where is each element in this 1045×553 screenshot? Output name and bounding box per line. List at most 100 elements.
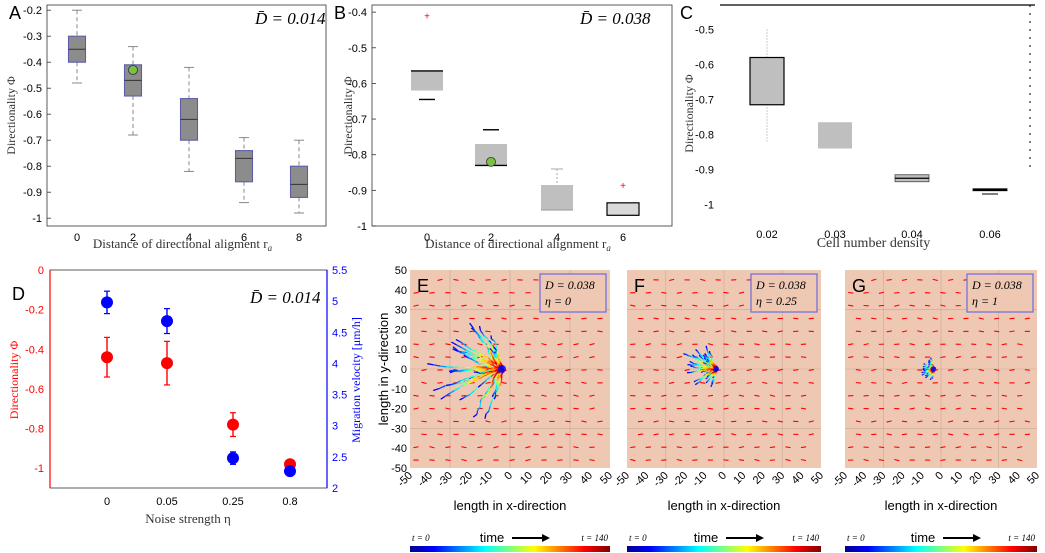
trajectory-segment [490,348,494,353]
fiber-dash [653,433,659,436]
cluster-center [498,365,506,373]
fiber-dash [723,304,729,307]
fiber-dash [886,381,892,384]
trajectory-segment [486,338,489,342]
trajectory-segment [709,377,712,379]
fiber-dash [994,433,1000,436]
fiber-dash [517,381,523,384]
x-axis-label: Cell number density [817,236,931,251]
fiber-dash [661,291,667,294]
trajectory-segment [711,371,715,374]
legend-diffusion: D = 0.038 [544,278,595,292]
fiber-dash [863,291,869,294]
trajectory-segment [704,356,706,359]
trajectory-segment [477,384,482,388]
trajectory-segment [698,367,702,369]
fiber-dash [762,317,768,320]
fiber-dash [661,394,667,397]
trajectory-segment [482,360,488,363]
fiber-dash [573,446,579,449]
trajectory-segment [703,367,707,370]
trajectory-segment [483,366,490,369]
fiber-dash [676,291,683,294]
fiber-dash [986,407,992,410]
trajectory-segment [711,379,714,382]
trajectory-segment [448,369,453,372]
fiber-dash [924,343,931,346]
fiber-dash [754,394,760,397]
trajectory-segment [485,377,490,381]
fiber-dash [886,317,892,320]
trajectory-segment [709,369,712,373]
trajectory-segment [495,374,499,378]
fiber-dash [963,368,969,372]
fiber-dash [525,458,531,462]
y-right-tick-label: 4 [332,358,338,370]
trajectory-segment [700,354,704,358]
fiber-dash [445,446,451,449]
trajectory-segment [707,365,710,368]
trajectory-segment [929,360,932,363]
trajectory-segment [926,370,929,373]
x-tick-label: 6 [620,232,626,244]
fiber-dash [509,356,515,359]
trajectory-segment [495,358,499,362]
fiber-dash [517,330,523,333]
trajectory-segment [497,360,500,364]
fiber-dash [469,433,475,436]
box-body [818,122,852,149]
x-tick-label: 0 [104,496,110,508]
trajectory-segment [707,370,710,373]
trajectory-segment [433,364,441,367]
fiber-dash [871,278,877,282]
trajectory-segment [455,338,461,343]
fiber-dash [955,446,961,449]
trajectory-segment [696,363,700,366]
trajectory-segment [487,365,492,369]
fiber-dash [970,394,977,397]
fiber-dash [746,433,752,436]
y-tick-label: -0.7 [695,95,714,107]
y-right-tick-label: 2.5 [332,452,347,464]
trajectory-segment [712,379,715,383]
time-colorbar [627,546,821,552]
trajectory-segment [463,382,468,386]
trajectory-segment [488,387,493,393]
velocity-point [284,465,296,478]
velocity-point [227,452,239,465]
trajectory-segment [480,371,484,375]
fiber-dash [533,317,539,320]
fiber-dash [986,343,992,346]
fiber-dash [684,317,690,320]
fiber-dash [924,407,931,410]
fiber-dash [461,446,467,449]
trajectory-segment [707,352,710,356]
trajectory-segment [494,341,497,346]
fiber-dash [501,420,507,423]
trajectory-segment [490,370,495,374]
fiber-dash [692,407,698,410]
trajectory-segment [706,355,709,359]
fiber-dash [762,369,768,371]
trajectory-segment [484,391,490,397]
x-tick-label: -40 [415,470,435,490]
legend-noise: η = 1 [972,294,998,308]
y-right-tick-label: 4.5 [332,327,347,339]
panel-a: A -0.2 -0.3 -0.4 -0.5 -0.6 -0.7 -0.8 -0.9 -1 0 2 4 6 8… [4,3,327,253]
fiber-dash [429,343,435,346]
trajectory-segment [471,348,476,352]
fiber-dash [909,407,915,410]
box-0 [67,9,87,84]
fiber-dash [994,330,1000,333]
fiber-dash [754,458,760,462]
fiber-dash [549,330,555,333]
x-axis-label-subscript: a [606,243,611,253]
fiber-dash [653,317,659,320]
trajectory-segment [478,325,482,331]
fiber-dash [661,304,667,307]
x-tick-label: 0.02 [756,229,777,241]
fiber-dash [692,304,698,307]
panel-f: D = 0.038 η = 0.25 F -50 -40 -30 -20 -10 0 10 20 30… [612,270,826,552]
trajectory-segment [490,382,494,388]
y-tick-label: -10 [391,384,407,396]
